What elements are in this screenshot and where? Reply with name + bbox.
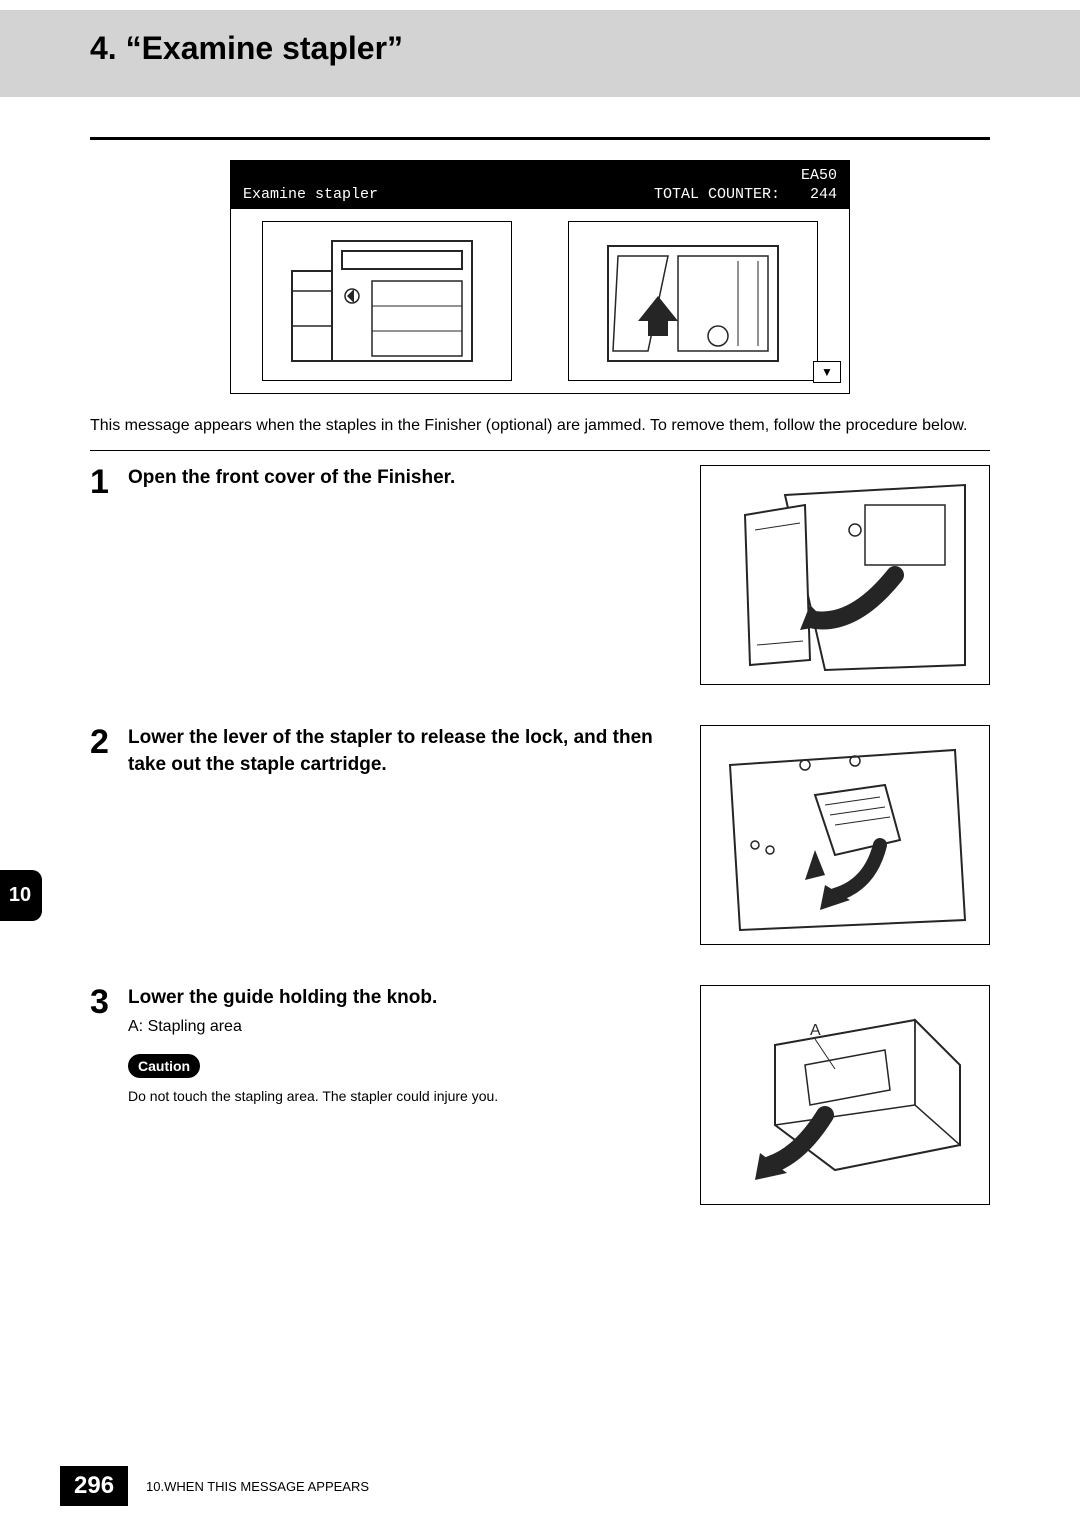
step-1-illustration <box>700 465 990 685</box>
panel-header: EA50 Examine stapler TOTAL COUNTER: 244 <box>231 161 849 209</box>
step-2: 2 Lower the lever of the stapler to rele… <box>90 725 990 945</box>
footer-chapter-text: 10.WHEN THIS MESSAGE APPEARS <box>146 1479 369 1494</box>
chapter-tab: 10 <box>0 870 42 921</box>
scroll-down-button[interactable]: ▼ <box>813 361 841 383</box>
panel-code: EA50 <box>801 167 837 184</box>
page-number: 296 <box>60 1466 128 1506</box>
intro-text: This message appears when the staples in… <box>90 414 990 438</box>
counter-label: TOTAL COUNTER: <box>654 186 780 203</box>
diagram-copier-front <box>262 221 512 381</box>
panel-body: ▼ <box>231 209 849 393</box>
diagram-finisher-open <box>568 221 818 381</box>
counter-value: 244 <box>810 186 837 203</box>
caution-badge: Caution <box>128 1054 200 1078</box>
caution-text: Do not touch the stapling area. The stap… <box>128 1088 670 1104</box>
lower-guide-icon: A <box>715 995 975 1195</box>
step-number: 1 <box>90 465 116 499</box>
lcd-panel: EA50 Examine stapler TOTAL COUNTER: 244 <box>230 160 850 394</box>
divider-mid <box>90 450 990 451</box>
step-2-illustration <box>700 725 990 945</box>
step-number: 2 <box>90 725 116 778</box>
divider-top <box>90 137 990 140</box>
remove-cartridge-icon <box>715 735 975 935</box>
open-cover-icon <box>715 475 975 675</box>
step-3-illustration: A <box>700 985 990 1205</box>
step-title: Lower the guide holding the knob. <box>128 985 670 1012</box>
panel-message: Examine stapler <box>243 186 378 203</box>
step-1: 1 Open the front cover of the Finisher. <box>90 465 990 685</box>
page-title: 4. “Examine stapler” <box>90 30 1050 67</box>
finisher-open-icon <box>588 231 798 371</box>
copier-front-icon <box>282 231 492 371</box>
step-subtext: A: Stapling area <box>128 1018 670 1036</box>
step-number: 3 <box>90 985 116 1104</box>
chevron-down-icon: ▼ <box>821 365 833 379</box>
page-footer: 296 10.WHEN THIS MESSAGE APPEARS <box>60 1466 369 1506</box>
marker-label: A <box>810 1022 821 1039</box>
step-title: Lower the lever of the stapler to releas… <box>128 725 670 778</box>
content-area: EA50 Examine stapler TOTAL COUNTER: 244 <box>0 97 1080 1205</box>
title-bar: 4. “Examine stapler” <box>0 10 1080 97</box>
step-3: 3 Lower the guide holding the knob. A: S… <box>90 985 990 1205</box>
step-title: Open the front cover of the Finisher. <box>128 465 670 492</box>
